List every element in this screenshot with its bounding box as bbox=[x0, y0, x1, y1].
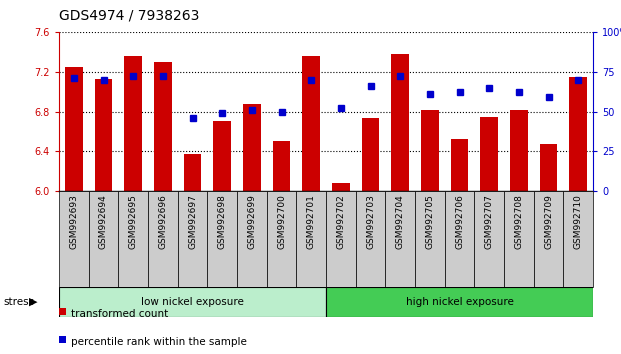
Bar bbox=[474, 191, 504, 287]
Bar bbox=[415, 191, 445, 287]
Bar bbox=[154, 62, 172, 191]
Bar bbox=[273, 141, 291, 191]
Text: GDS4974 / 7938263: GDS4974 / 7938263 bbox=[59, 9, 199, 23]
Bar bbox=[243, 104, 261, 191]
Bar bbox=[540, 144, 558, 191]
Text: GSM992710: GSM992710 bbox=[574, 194, 582, 249]
Text: high nickel exposure: high nickel exposure bbox=[406, 297, 514, 307]
Bar bbox=[356, 191, 386, 287]
Bar bbox=[480, 118, 498, 191]
Bar bbox=[451, 139, 468, 191]
Bar bbox=[148, 191, 178, 287]
Text: GSM992703: GSM992703 bbox=[366, 194, 375, 249]
Bar bbox=[510, 109, 528, 191]
Bar bbox=[563, 191, 593, 287]
Bar bbox=[94, 79, 112, 191]
Bar bbox=[237, 191, 266, 287]
Bar bbox=[326, 287, 593, 317]
Bar bbox=[421, 109, 439, 191]
Bar bbox=[178, 191, 207, 287]
Text: GSM992698: GSM992698 bbox=[218, 194, 227, 249]
Bar bbox=[445, 191, 474, 287]
Text: transformed count: transformed count bbox=[71, 309, 169, 319]
Text: GSM992704: GSM992704 bbox=[396, 194, 405, 249]
Text: low nickel exposure: low nickel exposure bbox=[141, 297, 244, 307]
Bar bbox=[213, 121, 231, 191]
Text: percentile rank within the sample: percentile rank within the sample bbox=[71, 337, 247, 347]
Bar bbox=[296, 191, 326, 287]
Bar bbox=[59, 287, 326, 317]
Bar bbox=[504, 191, 533, 287]
Text: GSM992699: GSM992699 bbox=[247, 194, 256, 249]
Text: GSM992693: GSM992693 bbox=[70, 194, 78, 249]
Text: GSM992696: GSM992696 bbox=[158, 194, 167, 249]
Text: GSM992702: GSM992702 bbox=[337, 194, 345, 249]
Bar bbox=[533, 191, 563, 287]
Bar bbox=[184, 154, 201, 191]
Text: GSM992705: GSM992705 bbox=[425, 194, 434, 249]
Text: GSM992707: GSM992707 bbox=[485, 194, 494, 249]
Text: GSM992700: GSM992700 bbox=[277, 194, 286, 249]
Bar bbox=[391, 54, 409, 191]
Bar bbox=[59, 191, 89, 287]
Text: GSM992694: GSM992694 bbox=[99, 194, 108, 249]
Bar bbox=[326, 191, 356, 287]
Bar bbox=[302, 56, 320, 191]
Bar bbox=[65, 67, 83, 191]
Text: ▶: ▶ bbox=[29, 297, 38, 307]
Bar bbox=[386, 191, 415, 287]
Bar bbox=[207, 191, 237, 287]
Text: GSM992695: GSM992695 bbox=[129, 194, 138, 249]
Bar bbox=[89, 191, 119, 287]
Text: GSM992708: GSM992708 bbox=[514, 194, 524, 249]
Text: GSM992709: GSM992709 bbox=[544, 194, 553, 249]
Bar bbox=[124, 56, 142, 191]
Text: GSM992701: GSM992701 bbox=[307, 194, 315, 249]
Bar bbox=[119, 191, 148, 287]
Text: GSM992697: GSM992697 bbox=[188, 194, 197, 249]
Text: stress: stress bbox=[3, 297, 34, 307]
Bar bbox=[332, 183, 350, 191]
Text: GSM992706: GSM992706 bbox=[455, 194, 464, 249]
Bar bbox=[569, 77, 587, 191]
Bar bbox=[266, 191, 296, 287]
Bar bbox=[361, 119, 379, 191]
